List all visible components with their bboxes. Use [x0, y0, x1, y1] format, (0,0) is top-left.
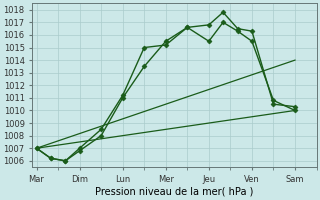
X-axis label: Pression niveau de la mer( hPa ): Pression niveau de la mer( hPa ) [95, 187, 253, 197]
